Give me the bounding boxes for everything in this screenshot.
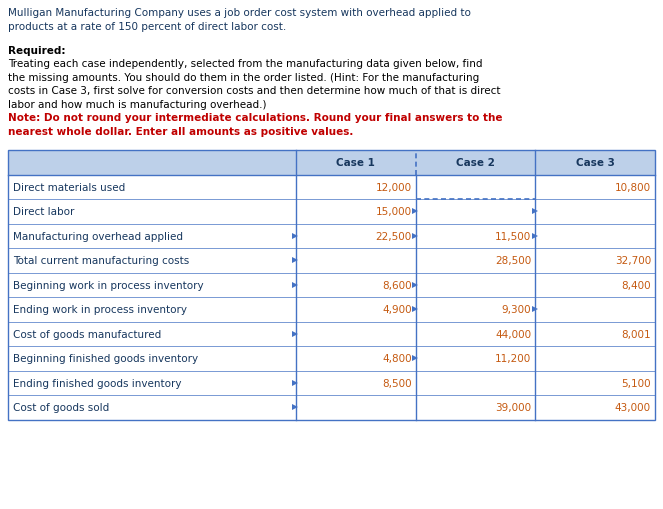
- Bar: [8, 224, 655, 248]
- Bar: [8, 248, 655, 273]
- Text: Cost of goods manufactured: Cost of goods manufactured: [13, 329, 161, 339]
- Text: Direct materials used: Direct materials used: [13, 183, 125, 192]
- Text: 43,000: 43,000: [615, 403, 651, 412]
- Text: Required:: Required:: [8, 46, 66, 55]
- Text: 39,000: 39,000: [495, 403, 531, 412]
- Text: 5,100: 5,100: [621, 378, 651, 388]
- Bar: [8, 322, 655, 347]
- Text: costs in Case 3, first solve for conversion costs and then determine how much of: costs in Case 3, first solve for convers…: [8, 86, 501, 96]
- Text: Mulligan Manufacturing Company uses a job order cost system with overhead applie: Mulligan Manufacturing Company uses a jo…: [8, 8, 471, 18]
- Text: Cost of goods sold: Cost of goods sold: [13, 403, 109, 412]
- Text: 8,500: 8,500: [382, 378, 412, 388]
- Text: 22,500: 22,500: [375, 232, 412, 241]
- Text: Beginning work in process inventory: Beginning work in process inventory: [13, 280, 204, 290]
- Text: 15,000: 15,000: [375, 207, 412, 217]
- Text: Ending work in process inventory: Ending work in process inventory: [13, 305, 187, 315]
- Text: nearest whole dollar. Enter all amounts as positive values.: nearest whole dollar. Enter all amounts …: [8, 127, 353, 136]
- Text: 44,000: 44,000: [495, 329, 531, 339]
- Text: 4,900: 4,900: [382, 305, 412, 315]
- Text: 8,600: 8,600: [382, 280, 412, 290]
- Text: Manufacturing overhead applied: Manufacturing overhead applied: [13, 232, 183, 241]
- Text: Beginning finished goods inventory: Beginning finished goods inventory: [13, 354, 198, 363]
- Bar: [8, 200, 655, 224]
- Bar: [8, 395, 655, 420]
- Bar: [8, 371, 655, 395]
- Text: Case 1: Case 1: [336, 158, 375, 168]
- Text: Ending finished goods inventory: Ending finished goods inventory: [13, 378, 182, 388]
- Text: Case 3: Case 3: [575, 158, 615, 168]
- Text: 11,200: 11,200: [495, 354, 531, 363]
- Text: labor and how much is manufacturing overhead.): labor and how much is manufacturing over…: [8, 100, 267, 109]
- Bar: [8, 151, 655, 420]
- Text: 8,001: 8,001: [621, 329, 651, 339]
- Text: Note: Do not round your intermediate calculations. Round your final answers to t: Note: Do not round your intermediate cal…: [8, 113, 503, 123]
- Text: 10,800: 10,800: [615, 183, 651, 192]
- Text: 32,700: 32,700: [615, 256, 651, 266]
- Text: 11,500: 11,500: [495, 232, 531, 241]
- Text: 12,000: 12,000: [375, 183, 412, 192]
- Text: Direct labor: Direct labor: [13, 207, 74, 217]
- Bar: [8, 151, 655, 175]
- Text: 9,300: 9,300: [502, 305, 531, 315]
- Text: products at a rate of 150 percent of direct labor cost.: products at a rate of 150 percent of dir…: [8, 21, 286, 32]
- Text: Case 2: Case 2: [456, 158, 495, 168]
- Bar: [8, 298, 655, 322]
- Text: 4,800: 4,800: [382, 354, 412, 363]
- Bar: [8, 175, 655, 200]
- Text: Total current manufacturing costs: Total current manufacturing costs: [13, 256, 189, 266]
- Bar: [8, 347, 655, 371]
- Text: 8,400: 8,400: [621, 280, 651, 290]
- Text: Treating each case independently, selected from the manufacturing data given bel: Treating each case independently, select…: [8, 59, 483, 69]
- Text: 28,500: 28,500: [495, 256, 531, 266]
- Text: the missing amounts. You should do them in the order listed. (Hint: For the manu: the missing amounts. You should do them …: [8, 73, 479, 82]
- Bar: [8, 273, 655, 298]
